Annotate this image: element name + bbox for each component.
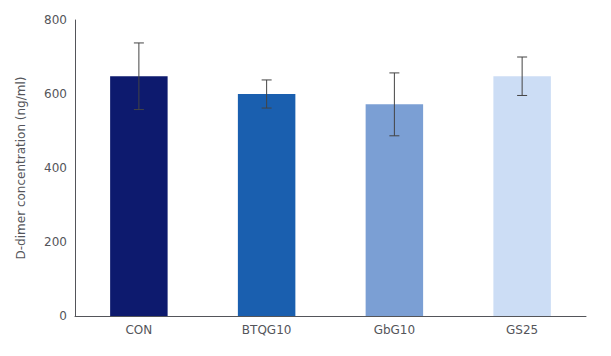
svg-text:800: 800 bbox=[44, 13, 67, 27]
svg-text:200: 200 bbox=[44, 235, 67, 249]
svg-text:600: 600 bbox=[44, 87, 67, 101]
svg-text:GbG10: GbG10 bbox=[374, 323, 415, 337]
svg-text:D-dimer concentration (ng/ml): D-dimer concentration (ng/ml) bbox=[14, 77, 28, 260]
svg-text:BTQG10: BTQG10 bbox=[242, 323, 292, 337]
svg-text:0: 0 bbox=[59, 309, 67, 323]
svg-text:400: 400 bbox=[44, 161, 67, 175]
svg-text:CON: CON bbox=[125, 323, 152, 337]
svg-text:GS25: GS25 bbox=[506, 323, 538, 337]
